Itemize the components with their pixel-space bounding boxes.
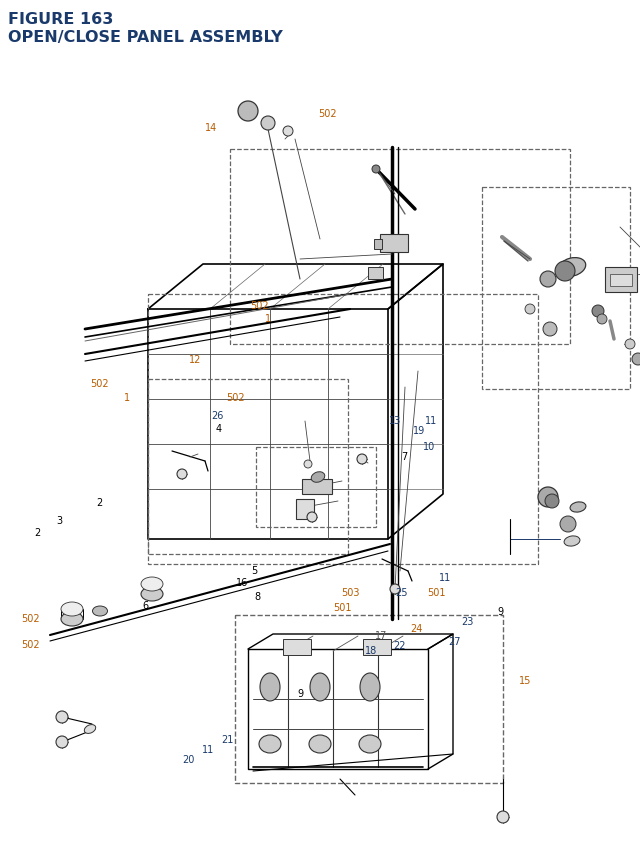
Ellipse shape	[310, 673, 330, 701]
Text: 2: 2	[34, 527, 40, 537]
Text: 2: 2	[96, 498, 102, 508]
Ellipse shape	[260, 673, 280, 701]
Text: 11: 11	[438, 572, 451, 582]
Ellipse shape	[311, 472, 324, 483]
Text: OPEN/CLOSE PANEL ASSEMBLY: OPEN/CLOSE PANEL ASSEMBLY	[8, 30, 283, 45]
Text: 27: 27	[448, 636, 461, 647]
Text: 14: 14	[205, 122, 218, 133]
Ellipse shape	[84, 725, 96, 734]
Text: FIGURE 163: FIGURE 163	[8, 12, 113, 27]
Bar	[363, 639, 391, 655]
Text: 5: 5	[252, 565, 258, 575]
Ellipse shape	[359, 735, 381, 753]
Bar	[368, 268, 383, 280]
Ellipse shape	[570, 502, 586, 512]
Bar	[148, 294, 538, 564]
Text: 24: 24	[410, 623, 422, 634]
Text: 502: 502	[21, 613, 40, 623]
Bar	[148, 380, 348, 554]
Ellipse shape	[61, 603, 83, 616]
Text: 11: 11	[425, 415, 438, 425]
Text: 22: 22	[394, 641, 406, 651]
Ellipse shape	[141, 587, 163, 601]
Bar	[374, 239, 382, 250]
Circle shape	[390, 585, 400, 594]
Text: 17: 17	[374, 630, 387, 641]
Bar	[296, 499, 314, 519]
Circle shape	[538, 487, 558, 507]
Text: 502: 502	[318, 108, 337, 119]
Bar	[380, 235, 408, 253]
Circle shape	[283, 127, 293, 137]
Ellipse shape	[360, 673, 380, 701]
Circle shape	[357, 455, 367, 464]
Circle shape	[555, 262, 575, 282]
Circle shape	[597, 314, 607, 325]
Text: 8: 8	[254, 591, 260, 601]
Text: 16: 16	[236, 577, 248, 587]
Bar	[283, 639, 311, 655]
Text: 21: 21	[221, 734, 234, 744]
Bar	[610, 275, 632, 287]
Text: 1: 1	[264, 313, 271, 324]
Text: 502: 502	[226, 393, 245, 403]
Circle shape	[56, 736, 68, 748]
Circle shape	[177, 469, 187, 480]
Ellipse shape	[141, 578, 163, 592]
Text: 23: 23	[461, 616, 474, 627]
Circle shape	[525, 305, 535, 314]
Text: 15: 15	[518, 675, 531, 685]
Circle shape	[372, 166, 380, 174]
Circle shape	[261, 117, 275, 131]
Ellipse shape	[309, 735, 331, 753]
Ellipse shape	[564, 536, 580, 547]
Circle shape	[56, 711, 68, 723]
Text: 4: 4	[216, 424, 222, 434]
Text: 502: 502	[250, 300, 269, 311]
Text: 503: 503	[342, 587, 360, 598]
Circle shape	[497, 811, 509, 823]
Bar	[256, 448, 376, 528]
Circle shape	[632, 354, 640, 366]
Bar	[605, 268, 637, 293]
Bar	[230, 150, 570, 344]
Circle shape	[540, 272, 556, 288]
Ellipse shape	[558, 258, 586, 277]
Circle shape	[560, 517, 576, 532]
Text: 19: 19	[413, 425, 426, 436]
Bar	[302, 480, 332, 494]
Circle shape	[238, 102, 258, 122]
Text: 10: 10	[422, 441, 435, 451]
Ellipse shape	[61, 612, 83, 626]
Text: 502: 502	[90, 378, 109, 388]
Bar	[235, 616, 503, 784]
Text: 13: 13	[389, 415, 402, 425]
Text: 9: 9	[298, 688, 304, 698]
Circle shape	[304, 461, 312, 468]
Text: 6: 6	[143, 600, 149, 610]
Text: 11: 11	[202, 744, 214, 754]
Text: 25: 25	[396, 587, 408, 598]
Text: 9: 9	[497, 606, 504, 616]
Ellipse shape	[259, 735, 281, 753]
Text: 501: 501	[333, 602, 351, 612]
Text: 3: 3	[56, 515, 62, 525]
Circle shape	[545, 494, 559, 508]
Text: 7: 7	[401, 451, 408, 461]
Circle shape	[307, 512, 317, 523]
Text: 502: 502	[21, 639, 40, 649]
Text: 18: 18	[365, 645, 378, 655]
Text: 12: 12	[189, 355, 202, 365]
Circle shape	[592, 306, 604, 318]
Circle shape	[543, 323, 557, 337]
Ellipse shape	[93, 606, 108, 616]
Text: 26: 26	[211, 411, 224, 421]
Circle shape	[625, 339, 635, 350]
Text: 20: 20	[182, 754, 195, 765]
Text: 1: 1	[124, 393, 130, 403]
Text: 501: 501	[428, 587, 445, 598]
Bar	[482, 188, 630, 389]
